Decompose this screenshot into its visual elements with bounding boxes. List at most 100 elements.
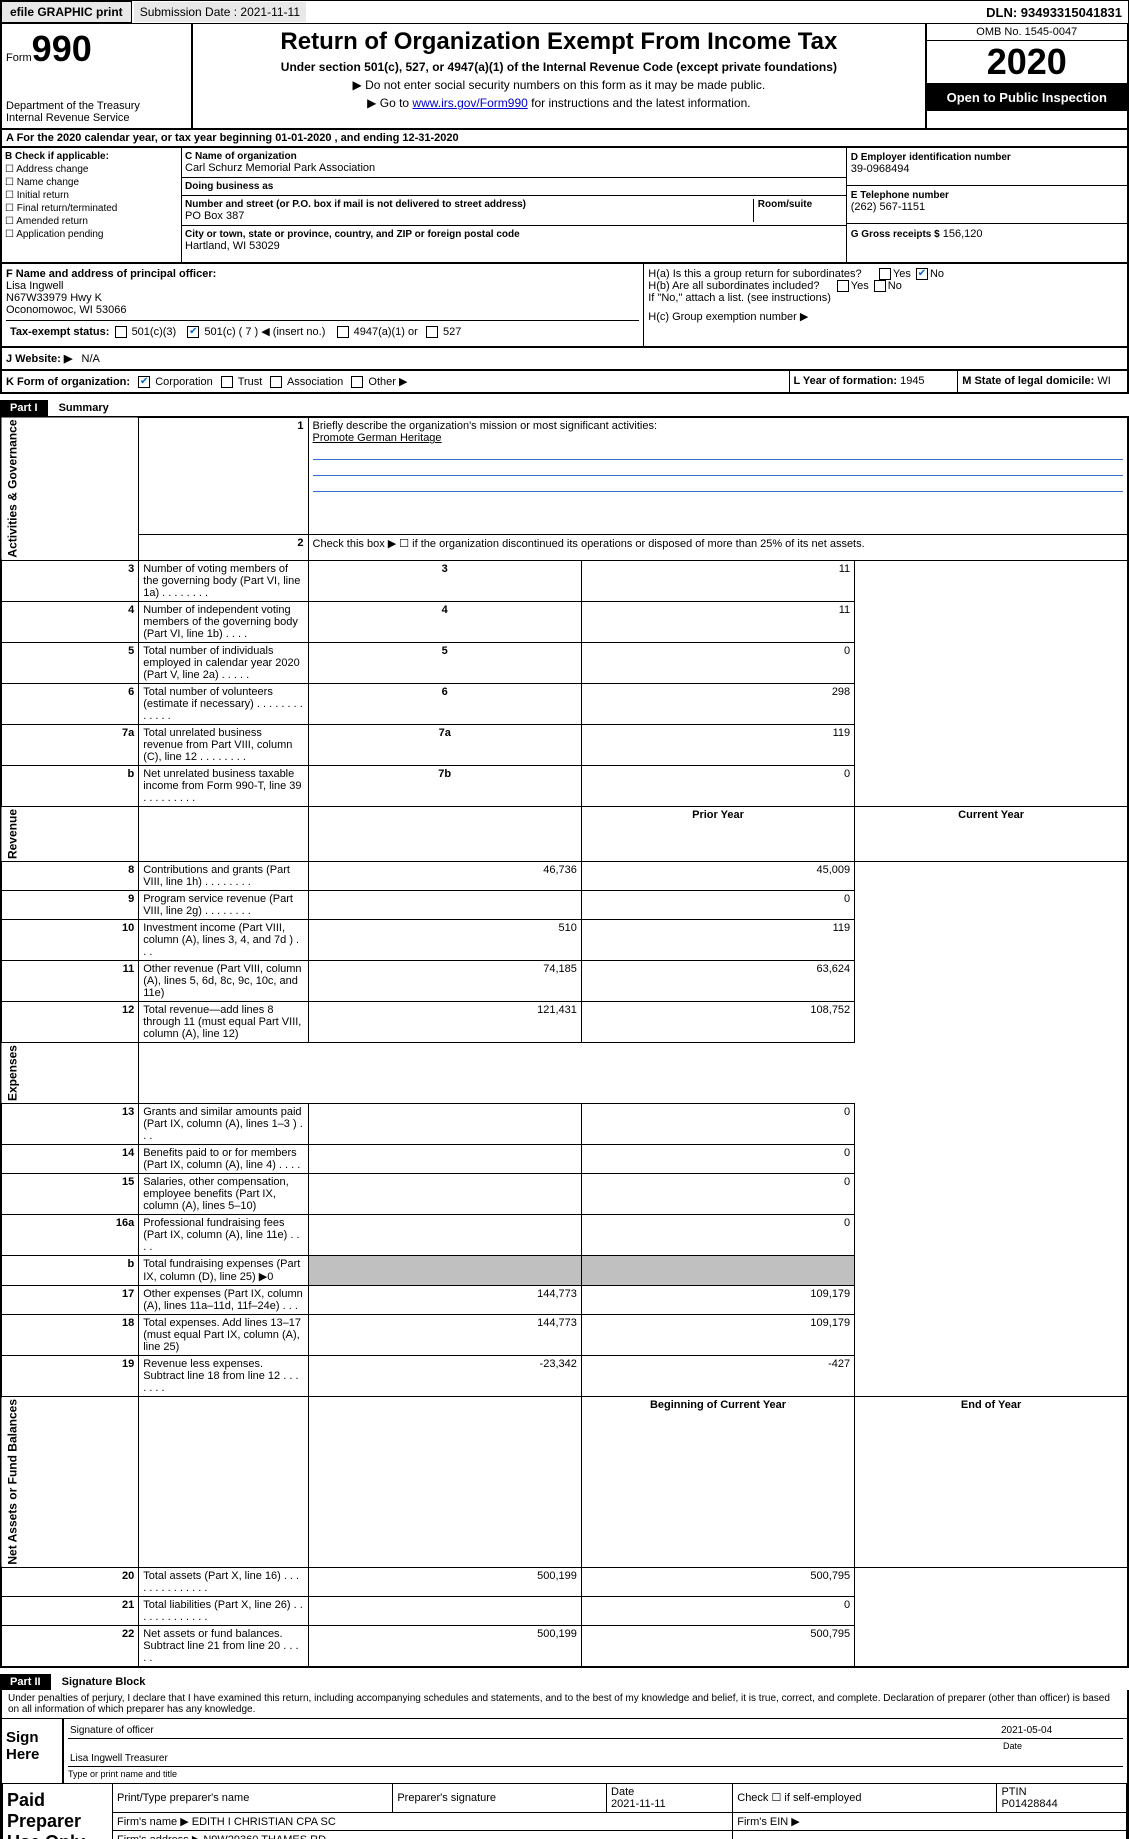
ptin-label: PTIN xyxy=(1001,1786,1026,1798)
part-i-title: Summary xyxy=(51,400,117,416)
row-num: 9 xyxy=(1,891,139,920)
eoy-hdr: End of Year xyxy=(855,1397,1128,1568)
website-value: N/A xyxy=(82,353,100,365)
row-desc: Grants and similar amounts paid (Part IX… xyxy=(139,1104,308,1145)
type-name-label: Type or print name and title xyxy=(68,1769,1123,1779)
chk-ha-yes[interactable] xyxy=(879,268,891,280)
chk-ha-no[interactable] xyxy=(916,268,928,280)
chk-corp[interactable] xyxy=(138,376,150,388)
row-prior xyxy=(308,1174,581,1215)
chk-527[interactable] xyxy=(426,326,438,338)
org-name: Carl Schurz Memorial Park Association xyxy=(185,162,843,174)
chk-other[interactable] xyxy=(351,376,363,388)
row-curr: -427 xyxy=(581,1356,854,1397)
row-prior: 510 xyxy=(308,920,581,961)
form-id-box: Form990 Department of the Treasury Inter… xyxy=(2,24,193,128)
row-desc: Salaries, other compensation, employee b… xyxy=(139,1174,308,1215)
paid-preparer-label: Paid Preparer Use Only xyxy=(3,1783,113,1839)
efile-button[interactable]: efile GRAPHIC print xyxy=(1,1,132,23)
row-col: 7a xyxy=(308,725,581,766)
lbl-assoc: Association xyxy=(287,376,343,388)
row-num: 8 xyxy=(1,862,139,891)
firm-name-label: Firm's name ▶ xyxy=(117,1816,189,1828)
row-num: 12 xyxy=(1,1002,139,1043)
form-year-box: OMB No. 1545-0047 2020 Open to Public In… xyxy=(925,24,1128,128)
chk-501c3[interactable] xyxy=(115,326,127,338)
chk-501c7[interactable] xyxy=(187,326,199,338)
row-desc: Investment income (Part VIII, column (A)… xyxy=(139,920,308,961)
omb-number: OMB No. 1545-0047 xyxy=(927,24,1128,41)
chk-name-change[interactable]: Name change xyxy=(17,177,79,188)
row-prior: 500,199 xyxy=(308,1567,581,1596)
year-form-value: 1945 xyxy=(900,375,924,387)
phone-value: (262) 567-1151 xyxy=(851,201,1123,213)
irs-link[interactable]: www.irs.gov/Form990 xyxy=(412,96,527,110)
part-ii-hdr: Part II xyxy=(0,1674,51,1690)
ha-no: No xyxy=(930,268,944,280)
side-expenses: Expenses xyxy=(1,1043,139,1104)
row-curr: 500,795 xyxy=(581,1625,854,1667)
row-desc: Net unrelated business taxable income fr… xyxy=(139,766,308,807)
row-desc: Revenue less expenses. Subtract line 18 … xyxy=(139,1356,308,1397)
row-desc: Number of independent voting members of … xyxy=(139,602,308,643)
row-curr: 63,624 xyxy=(581,961,854,1002)
row-desc: Benefits paid to or for members (Part IX… xyxy=(139,1145,308,1174)
addr-label: Number and street (or P.O. box if mail i… xyxy=(185,199,753,210)
sig-officer-label: Signature of officer xyxy=(70,1725,1001,1736)
col-b-checkboxes: B Check if applicable: ☐ Address change … xyxy=(2,148,182,262)
chk-hb-yes[interactable] xyxy=(837,280,849,292)
ein-value: 39-0968494 xyxy=(851,163,1123,175)
row-val: 0 xyxy=(581,766,854,807)
chk-assoc[interactable] xyxy=(270,376,282,388)
row-curr: 108,752 xyxy=(581,1002,854,1043)
chk-initial-return[interactable]: Initial return xyxy=(17,190,69,201)
row-prior: 500,199 xyxy=(308,1625,581,1667)
form-note1: ▶ Do not enter social security numbers o… xyxy=(197,78,920,92)
chk-trust[interactable] xyxy=(221,376,233,388)
chk-4947[interactable] xyxy=(337,326,349,338)
form-title: Return of Organization Exempt From Incom… xyxy=(197,28,920,56)
part-i-table: Activities & Governance 1 Briefly descri… xyxy=(0,416,1129,1668)
row-prior xyxy=(308,1256,581,1286)
hb-note: If "No," attach a list. (see instruction… xyxy=(648,292,1123,304)
side-activities-governance: Activities & Governance xyxy=(1,417,139,561)
row-prior: 74,185 xyxy=(308,961,581,1002)
ha-yes: Yes xyxy=(893,268,911,280)
row-prior: 121,431 xyxy=(308,1002,581,1043)
row-desc: Contributions and grants (Part VIII, lin… xyxy=(139,862,308,891)
row-col: 7b xyxy=(308,766,581,807)
officer-addr2: Oconomowoc, WI 53066 xyxy=(6,304,639,316)
city-label: City or town, state or province, country… xyxy=(185,229,843,240)
firm-addr-label: Firm's address ▶ xyxy=(117,1834,200,1839)
prep-date-label: Date xyxy=(611,1786,634,1798)
row-num: 10 xyxy=(1,920,139,961)
hc-label: H(c) Group exemption number ▶ xyxy=(648,310,1123,323)
room-label: Room/suite xyxy=(758,199,843,210)
row-curr: 0 xyxy=(581,1104,854,1145)
row-num: 4 xyxy=(1,602,139,643)
q1-answer: Promote German Heritage xyxy=(313,432,1123,444)
row-num: 15 xyxy=(1,1174,139,1215)
form-subtitle: Under section 501(c), 527, or 4947(a)(1)… xyxy=(197,60,920,74)
row-curr: 109,179 xyxy=(581,1286,854,1315)
org-name-label: C Name of organization xyxy=(185,151,843,162)
prep-name-label: Print/Type preparer's name xyxy=(113,1783,393,1812)
row-num: 6 xyxy=(1,684,139,725)
chk-address-change[interactable]: Address change xyxy=(16,164,88,175)
row-desc: Total expenses. Add lines 13–17 (must eq… xyxy=(139,1315,308,1356)
self-employed: Check ☐ if self-employed xyxy=(733,1783,997,1812)
row-a-taxyear: A For the 2020 calendar year, or tax yea… xyxy=(0,130,1129,148)
officer-addr1: N67W33979 Hwy K xyxy=(6,292,639,304)
row-col: 5 xyxy=(308,643,581,684)
row-prior xyxy=(308,891,581,920)
chk-app-pending[interactable]: Application pending xyxy=(16,229,103,240)
row-prior xyxy=(308,1596,581,1625)
chk-final-return[interactable]: Final return/terminated xyxy=(17,203,118,214)
row-desc: Total liabilities (Part X, line 26) . . … xyxy=(139,1596,308,1625)
chk-amended[interactable]: Amended return xyxy=(16,216,88,227)
row-num: 3 xyxy=(1,561,139,602)
hb-label: H(b) Are all subordinates included? xyxy=(648,280,819,292)
row-prior: 144,773 xyxy=(308,1286,581,1315)
chk-hb-no[interactable] xyxy=(874,280,886,292)
row-curr: 0 xyxy=(581,1145,854,1174)
